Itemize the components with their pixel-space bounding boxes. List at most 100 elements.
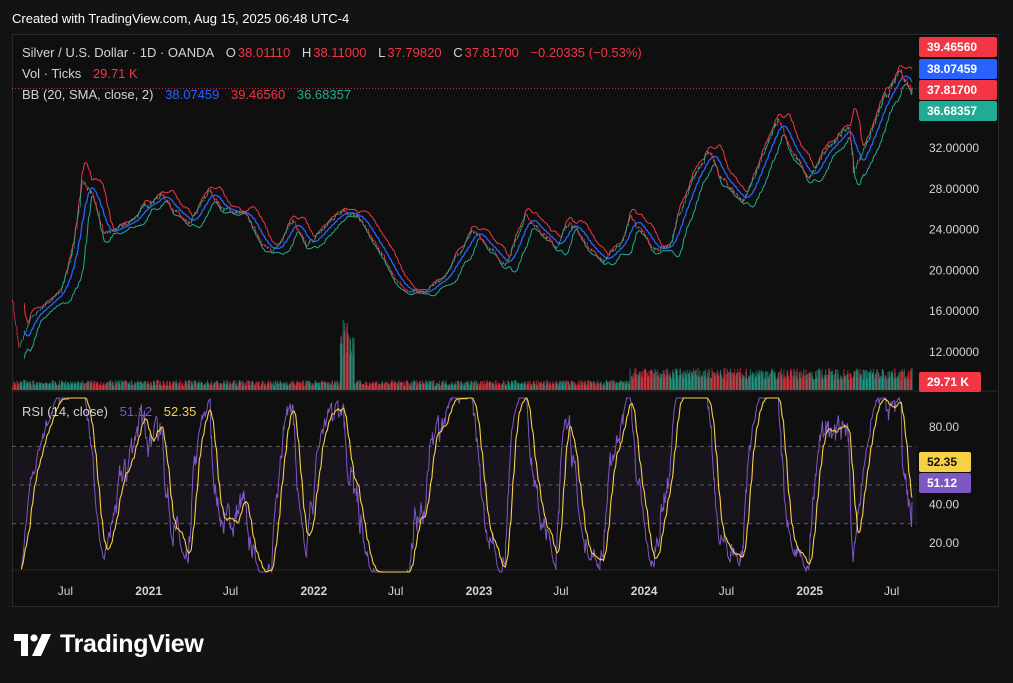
volume-bar	[559, 380, 562, 390]
symbol-title[interactable]: Silver / U.S. Dollar · 1D · OANDA	[22, 45, 215, 60]
volume-bar	[91, 380, 93, 390]
volume-bar	[423, 382, 425, 390]
volume-bar	[664, 370, 666, 390]
volume-bar	[658, 376, 660, 390]
volume-bar	[844, 375, 847, 390]
price-axis[interactable]: 12.00000 16.00000 20.00000 24.00000 28.00000…	[919, 37, 997, 550]
chart-canvas[interactable]: 12.00000 16.00000 20.00000 24.00000 28.00000…	[12, 34, 999, 607]
volume-bar	[547, 380, 549, 390]
chart-panel	[12, 34, 999, 607]
volume-bar	[680, 374, 682, 390]
price-tick-label: 16.00000	[929, 304, 979, 318]
volume-bar	[350, 351, 352, 390]
volume-label[interactable]: Vol · Ticks	[22, 66, 82, 81]
volume-bar	[331, 380, 333, 390]
volume-bar	[702, 371, 704, 390]
volume-bar	[791, 371, 793, 390]
volume-bar	[483, 380, 485, 390]
rsi-badge: 51.12	[919, 473, 971, 493]
volume-bar	[829, 368, 831, 390]
volume-bar	[746, 379, 748, 390]
open-label: O	[225, 45, 236, 60]
volume-bar	[537, 380, 539, 390]
volume-bar	[778, 372, 780, 390]
volume-bar	[184, 380, 186, 390]
volume-bar	[775, 378, 777, 390]
volume-bar	[721, 378, 723, 390]
volume-badge: 29.71 K	[919, 372, 981, 392]
time-axis[interactable]: Jul 2021 Jul 2022 Jul 2023 Jul 2024 Jul 2025 Jul	[58, 584, 900, 598]
volume-bar	[464, 381, 466, 390]
volume-badge-bg	[919, 372, 981, 392]
volume-bar	[806, 374, 809, 390]
volume-bar	[119, 384, 121, 390]
volume-bar	[192, 384, 194, 390]
volume-bar	[651, 370, 653, 390]
volume-bar	[610, 381, 612, 390]
volume-bar	[94, 381, 96, 390]
volume-bar	[106, 382, 109, 390]
volume-bar	[353, 338, 355, 390]
volume-bar	[832, 374, 834, 390]
rsi-label[interactable]: RSI (14, close)	[22, 404, 108, 419]
time-tick-label: Jul	[884, 584, 899, 598]
volume-bar	[629, 368, 631, 390]
bb-legend: BB (20, SMA, close, 2) 38.07459 39.46560…	[22, 87, 353, 102]
volume-bar	[689, 377, 691, 390]
price-badge-bg	[919, 59, 997, 79]
volume-bar	[768, 373, 771, 390]
volume-bar	[433, 380, 435, 390]
volume-bar	[857, 371, 859, 390]
high-value: 38.11000	[313, 45, 367, 60]
volume-bar	[873, 378, 875, 390]
volume-bar	[591, 383, 593, 390]
time-tick-label: Jul	[719, 584, 734, 598]
time-tick-label: 2025	[796, 584, 823, 598]
volume-bar	[895, 377, 897, 390]
volume-bar	[78, 382, 80, 390]
high-label: H	[301, 45, 312, 60]
volume-bar	[426, 382, 428, 390]
volume-bar	[429, 381, 432, 390]
volume-bar	[129, 381, 131, 390]
volume-bar	[328, 384, 330, 390]
volume-bar	[550, 385, 552, 390]
time-tick-label: Jul	[553, 584, 568, 598]
volume-bar	[521, 382, 524, 390]
volume-bar	[813, 379, 815, 390]
volume-bar	[749, 369, 752, 390]
volume-bar	[30, 385, 33, 390]
volume-bar	[594, 384, 596, 390]
price-badge-bg	[919, 80, 997, 100]
volume-bar	[366, 385, 368, 390]
main-legend: Silver / U.S. Dollar · 1D · OANDA O 38.01…	[22, 45, 644, 60]
volume-bar	[255, 380, 257, 390]
volume-bar	[860, 374, 862, 390]
volume-bar	[784, 377, 786, 390]
bb-label[interactable]: BB (20, SMA, close, 2)	[22, 87, 154, 102]
rsi-value: 51.12	[119, 404, 153, 419]
tradingview-logo[interactable]: TradingView	[14, 630, 204, 659]
volume-bar	[585, 384, 587, 390]
volume-bar	[467, 384, 470, 390]
volume-bar	[543, 384, 546, 390]
volume-bar	[743, 376, 745, 390]
price-badge: 39.46560	[919, 37, 997, 57]
time-tick-label: 2023	[466, 584, 493, 598]
volume-bar	[309, 381, 311, 390]
volume-bar	[581, 384, 584, 390]
open-value: 38.01110	[237, 45, 291, 60]
volume-bar	[477, 382, 479, 390]
volume-value: 29.71 K	[92, 66, 138, 81]
created-with-header: Created with TradingView.com, Aug 15, 20…	[12, 11, 350, 26]
volume-bar	[43, 383, 45, 390]
rsi-ma-line	[20, 397, 913, 573]
volume-bar	[578, 384, 581, 390]
volume-bar	[569, 384, 571, 390]
rsi-tick-label: 20.00	[929, 536, 959, 550]
volume-bar	[854, 371, 856, 390]
volume-bar	[810, 373, 812, 390]
volume-bar	[502, 380, 505, 390]
volume-bar	[303, 385, 305, 390]
volume-bar	[173, 382, 175, 390]
